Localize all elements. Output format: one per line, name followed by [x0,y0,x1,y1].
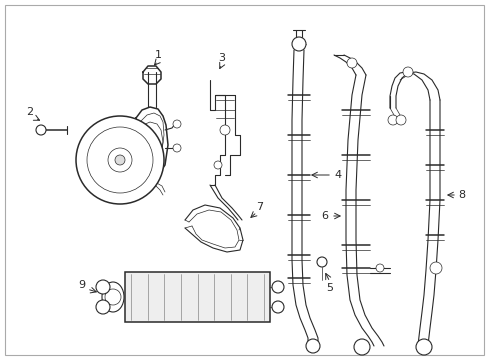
Circle shape [305,339,319,353]
Circle shape [36,125,46,135]
Text: 6: 6 [321,211,328,221]
Text: 5: 5 [326,283,333,293]
Circle shape [173,120,181,128]
Text: 9: 9 [78,280,85,290]
Circle shape [108,148,132,172]
Bar [125,272,269,322]
Text: 1: 1 [154,50,161,60]
Circle shape [115,155,125,165]
Text: 3: 3 [218,53,225,63]
Text: 8: 8 [458,190,465,200]
Text: 7: 7 [256,202,263,212]
Text: 4: 4 [334,170,341,180]
Circle shape [105,289,121,305]
Circle shape [173,144,181,152]
Circle shape [387,115,397,125]
Circle shape [214,161,222,169]
Circle shape [271,281,284,293]
Circle shape [316,257,326,267]
Circle shape [429,262,441,274]
Circle shape [415,339,431,355]
Circle shape [402,67,412,77]
Circle shape [96,280,110,294]
Circle shape [87,127,153,193]
Circle shape [96,300,110,314]
Circle shape [76,116,163,204]
Circle shape [375,264,383,272]
Text: 2: 2 [26,107,34,117]
Circle shape [346,58,356,68]
Circle shape [220,125,229,135]
Circle shape [353,339,369,355]
Circle shape [395,115,405,125]
Ellipse shape [102,282,124,312]
Circle shape [271,301,284,313]
Circle shape [291,37,305,51]
